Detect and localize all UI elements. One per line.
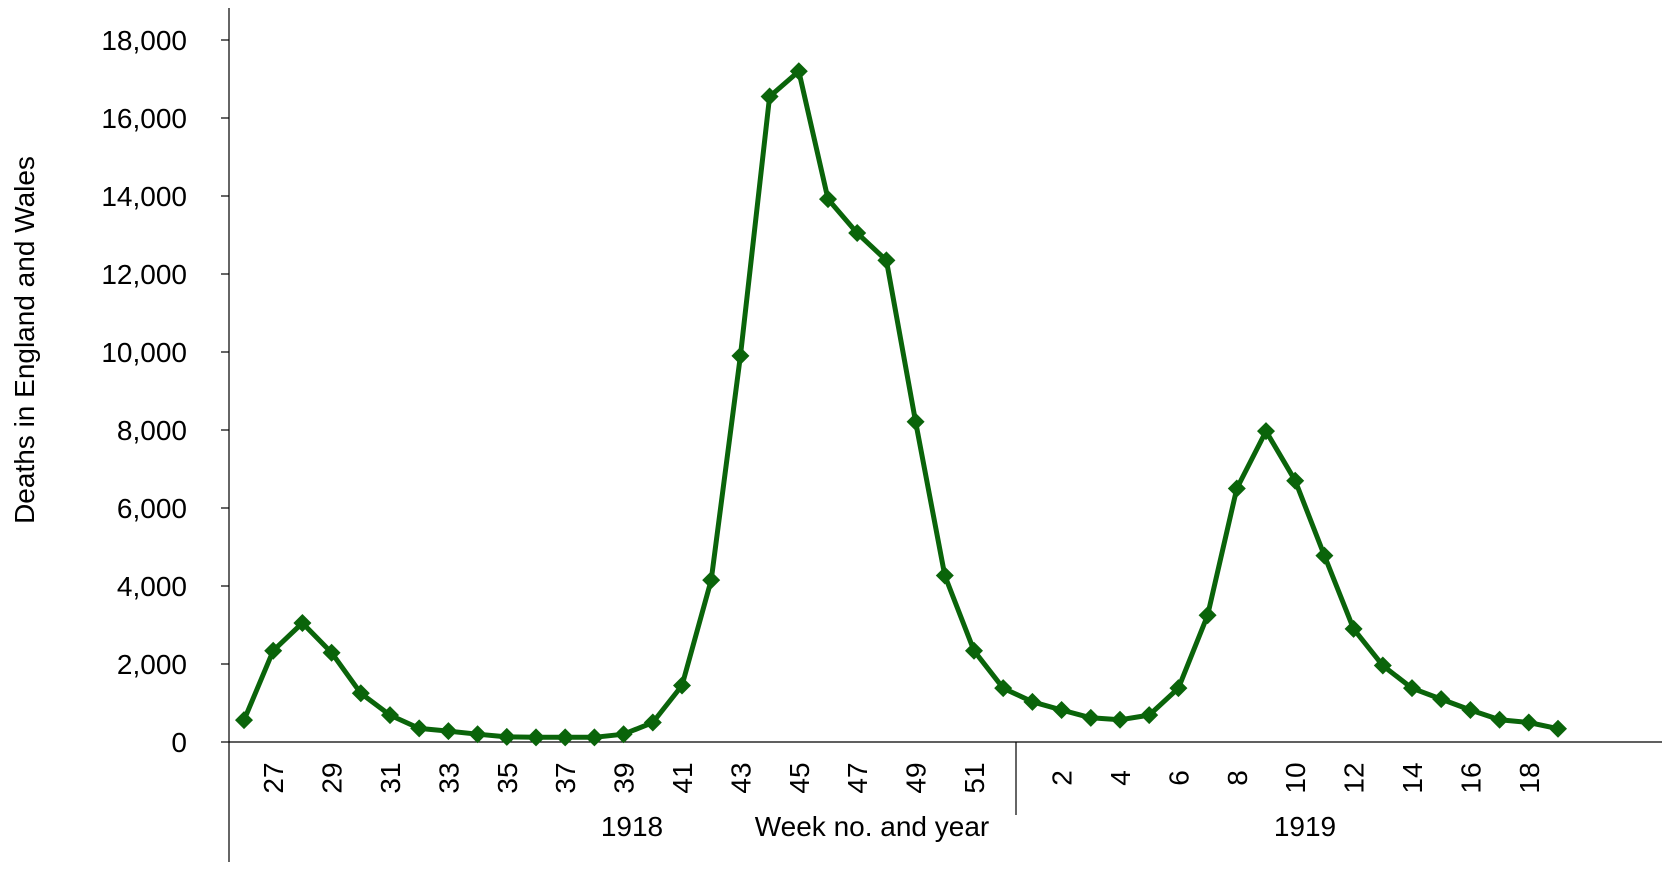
data-point-diamond bbox=[322, 643, 341, 662]
x-tick-label: 29 bbox=[317, 762, 348, 793]
series-layer bbox=[235, 62, 1567, 747]
x-tick-label: 33 bbox=[433, 762, 464, 793]
y-tick-label: 12,000 bbox=[101, 259, 187, 290]
data-point-diamond bbox=[293, 614, 312, 633]
y-tick-label: 10,000 bbox=[101, 337, 187, 368]
x-tick-label: 8 bbox=[1222, 770, 1253, 786]
y-axis-ticks: 0 2,000 4,000 6,000 8,000 10,000 12,000 14,000 1… bbox=[101, 25, 229, 758]
y-tick-label: 2,000 bbox=[117, 649, 187, 680]
y-tick-label: 8,000 bbox=[117, 415, 187, 446]
data-point-diamond bbox=[264, 641, 283, 660]
data-point-diamond bbox=[1227, 479, 1246, 498]
data-point-diamond bbox=[527, 728, 545, 747]
data-point-diamond bbox=[1344, 619, 1363, 638]
data-point-diamond bbox=[819, 190, 837, 209]
x-tick-label: 18 bbox=[1514, 762, 1545, 793]
data-point-diamond bbox=[994, 679, 1013, 698]
data-point-diamond bbox=[877, 251, 896, 270]
data-point-diamond bbox=[351, 684, 370, 703]
x-tick-label: 12 bbox=[1339, 762, 1370, 793]
x-tick-label: 43 bbox=[725, 762, 756, 793]
data-point-diamond bbox=[1373, 656, 1392, 675]
y-tick-label: 4,000 bbox=[117, 571, 187, 602]
data-point-diamond bbox=[1111, 710, 1129, 729]
data-point-diamond bbox=[643, 713, 662, 732]
data-point-diamond bbox=[410, 719, 429, 738]
x-tick-label: 37 bbox=[550, 762, 581, 793]
data-point-diamond bbox=[1286, 471, 1305, 490]
x-tick-label: 47 bbox=[842, 762, 873, 793]
data-point-diamond bbox=[614, 725, 633, 744]
x-axis-title: Week no. and year bbox=[755, 811, 990, 842]
data-point-diamond bbox=[965, 641, 983, 660]
data-point-diamond bbox=[1461, 701, 1480, 720]
data-point-diamond bbox=[1023, 692, 1042, 711]
x-tick-label: 39 bbox=[609, 762, 640, 793]
data-point-diamond bbox=[381, 706, 399, 725]
data-point-diamond bbox=[1315, 546, 1334, 565]
x-tick-label: 35 bbox=[492, 762, 523, 793]
data-point-diamond bbox=[1519, 713, 1538, 732]
y-tick-label: 16,000 bbox=[101, 103, 187, 134]
x-tick-label: 49 bbox=[901, 762, 932, 793]
x-tick-label: 2 bbox=[1047, 770, 1078, 786]
data-point-diamond bbox=[439, 722, 458, 741]
data-point-diamond bbox=[1432, 690, 1451, 709]
data-point-diamond bbox=[1169, 679, 1188, 698]
data-point-diamond bbox=[585, 728, 604, 747]
data-point-diamond bbox=[1257, 422, 1275, 441]
series-line bbox=[241, 68, 1559, 740]
x-tick-label: 6 bbox=[1163, 770, 1194, 786]
data-point-diamond bbox=[1081, 708, 1100, 727]
data-point-diamond bbox=[935, 566, 954, 585]
data-point-diamond bbox=[1403, 679, 1421, 698]
data-point-diamond bbox=[1490, 710, 1509, 729]
x-tick-label: 45 bbox=[784, 762, 815, 793]
y-tick-label: 6,000 bbox=[117, 493, 187, 524]
data-point-diamond bbox=[789, 62, 808, 81]
x-tick-label: 4 bbox=[1105, 770, 1136, 786]
data-point-diamond bbox=[731, 346, 750, 365]
data-point-diamond bbox=[1052, 701, 1071, 720]
year-label-1918: 1918 bbox=[601, 811, 663, 842]
x-tick-label: 10 bbox=[1280, 762, 1311, 793]
x-tick-label: 27 bbox=[258, 762, 289, 793]
data-point-diamond bbox=[760, 87, 779, 106]
data-point-diamond bbox=[673, 676, 691, 695]
data-point-diamond bbox=[556, 728, 575, 747]
y-tick-label: 14,000 bbox=[101, 181, 187, 212]
data-point-diamond bbox=[848, 224, 867, 243]
x-tick-label: 31 bbox=[375, 762, 406, 793]
x-tick-label: 51 bbox=[959, 762, 990, 793]
x-tick-label: 16 bbox=[1455, 762, 1486, 793]
data-point-diamond bbox=[235, 711, 253, 730]
data-point-diamond bbox=[1198, 606, 1217, 625]
data-point-diamond bbox=[906, 412, 925, 431]
y-tick-label: 18,000 bbox=[101, 25, 187, 56]
data-point-diamond bbox=[702, 571, 721, 590]
x-tick-label: 41 bbox=[667, 762, 698, 793]
year-label-1919: 1919 bbox=[1274, 811, 1336, 842]
x-tick-label: 14 bbox=[1397, 762, 1428, 793]
data-point-diamond bbox=[1549, 719, 1567, 738]
y-axis-title: Deaths in England and Wales bbox=[9, 156, 40, 524]
y-tick-label: 0 bbox=[171, 727, 187, 758]
data-point-diamond bbox=[468, 725, 487, 744]
data-point-diamond bbox=[1140, 706, 1159, 725]
data-point-diamond bbox=[497, 727, 516, 746]
x-axis-ticks: 27 29 31 33 35 37 39 41 43 45 47 49 51 2 4 6 8 10 12 14 16 18 bbox=[258, 762, 1545, 793]
